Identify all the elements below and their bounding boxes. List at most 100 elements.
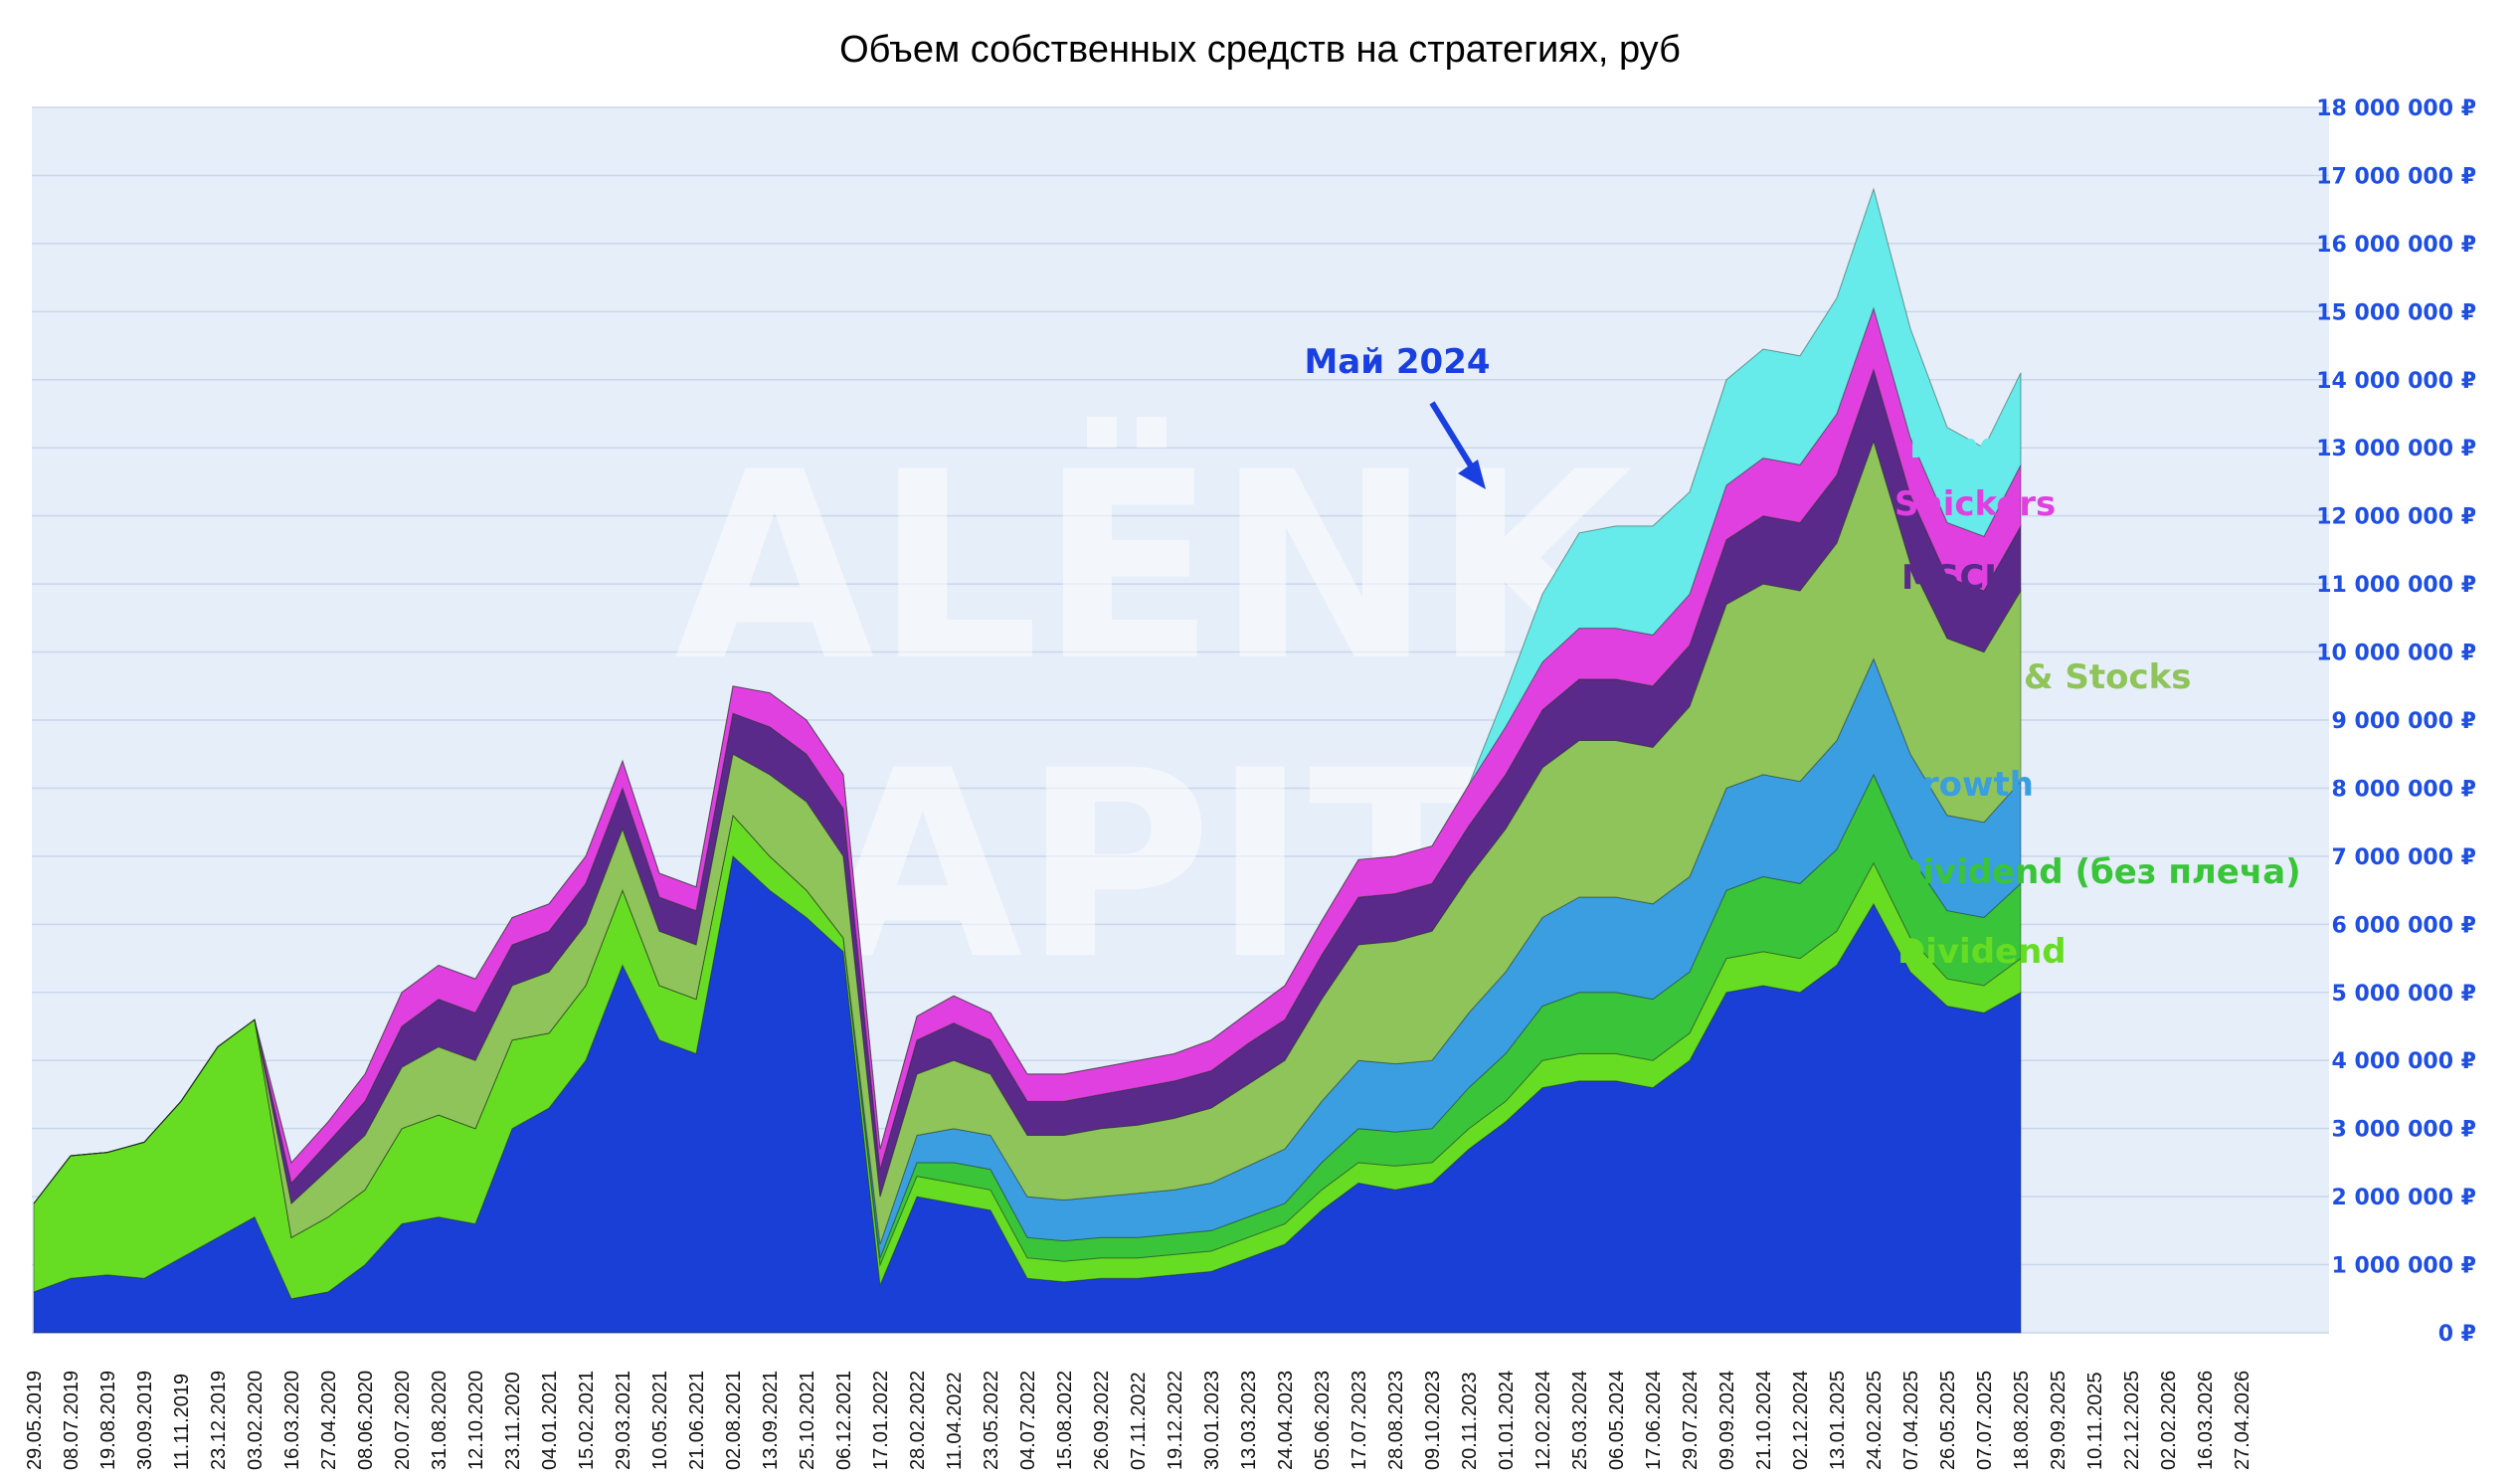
annotation: Май 2024: [1304, 342, 1491, 489]
y-tick-label: 14 000 000 ₽: [2316, 369, 2476, 394]
x-tick-label: 02.12.2024: [1790, 1371, 1812, 1470]
x-tick-label: 28.02.2022: [907, 1371, 929, 1470]
x-tick-label: 19.12.2022: [1165, 1371, 1186, 1470]
x-tick-label: 30.09.2019: [134, 1371, 156, 1470]
x-tick-label: 01.01.2024: [1496, 1371, 1518, 1470]
x-tick-label: 12.02.2024: [1532, 1371, 1554, 1470]
x-tick-label: 23.05.2022: [981, 1371, 1002, 1470]
x-tick-label: 16.03.2026: [2195, 1371, 2217, 1470]
legend-entry: Fund: [1909, 427, 2003, 466]
x-tick-label: 17.06.2024: [1643, 1371, 1665, 1470]
x-tick-label: 08.07.2019: [61, 1371, 83, 1470]
x-tick-label: 07.04.2025: [1900, 1371, 1922, 1470]
annotation-arrow-head: [1458, 460, 1486, 489]
series-area-fund: [33, 187, 2022, 1204]
x-tick-label: 29.09.2025: [2048, 1371, 2070, 1470]
x-tick-label: 23.12.2019: [208, 1371, 230, 1470]
x-tick-label: 03.02.2020: [245, 1371, 267, 1470]
y-tick-label: 12 000 000 ₽: [2316, 505, 2476, 530]
x-tick-label: 20.07.2020: [392, 1371, 414, 1470]
x-tick-label: 13.03.2023: [1238, 1371, 1260, 1470]
series-area-growth: [33, 657, 2022, 1258]
y-tick-label: 10 000 000 ₽: [2316, 642, 2476, 666]
y-tick-label: 8 000 000 ₽: [2332, 777, 2476, 802]
x-tick-label: 07.11.2022: [1128, 1372, 1150, 1470]
legend-entry: Value: [1904, 1093, 2010, 1133]
y-tick-label: 18 000 000 ₽: [2316, 96, 2476, 121]
x-tick-label: 29.05.2019: [24, 1371, 46, 1470]
series-area-bonds-stocks: [33, 439, 2022, 1245]
x-tick-label: 22.12.2025: [2121, 1371, 2143, 1470]
x-tick-label: 13.09.2021: [760, 1371, 782, 1470]
x-axis-ticks: 29.05.2019 08.07.2019 19.08.2019 30.09.2019…: [24, 1371, 2253, 1470]
x-tick-label: 26.05.2025: [1937, 1371, 1959, 1470]
legend-entry: Snickers: [1894, 484, 2056, 524]
x-tick-label: 02.02.2026: [2158, 1371, 2180, 1470]
y-tick-label: 1 000 000 ₽: [2332, 1254, 2476, 1279]
x-tick-label: 24.02.2025: [1864, 1371, 1886, 1470]
x-tick-label: 10.05.2021: [649, 1371, 671, 1470]
x-tick-label: 24.04.2023: [1275, 1371, 1297, 1470]
x-tick-label: 21.06.2021: [686, 1371, 708, 1470]
x-tick-label: 30.01.2023: [1201, 1371, 1223, 1470]
watermark-line-1: ALËNK: [674, 414, 1642, 718]
legend-entry: Bonds & Stocks: [1894, 657, 2191, 697]
legend-entry: Dividend: [1897, 932, 2067, 972]
x-tick-label: 20.11.2023: [1459, 1372, 1481, 1470]
x-tick-label: 15.08.2022: [1054, 1371, 1076, 1470]
y-tick-label: 16 000 000 ₽: [2316, 233, 2476, 258]
x-tick-label: 23.11.2020: [502, 1372, 524, 1470]
x-tick-label: 28.08.2023: [1385, 1371, 1407, 1470]
chart-title: Объем собственных средств на стратегиях,…: [839, 29, 1681, 71]
x-tick-label: 11.11.2019: [171, 1374, 193, 1470]
x-tick-label: 27.04.2020: [318, 1371, 340, 1470]
x-tick-label: 29.03.2021: [613, 1371, 634, 1470]
watermark: ALËNK APIT: [674, 414, 1642, 1016]
x-tick-label: 17.07.2023: [1349, 1371, 1370, 1470]
series-area-msci: [33, 367, 2022, 1204]
y-tick-label: 2 000 000 ₽: [2332, 1186, 2476, 1210]
x-tick-label: 08.06.2020: [355, 1371, 377, 1470]
x-tick-label: 02.08.2021: [723, 1371, 745, 1470]
x-tick-label: 25.10.2021: [797, 1371, 818, 1470]
x-tick-label: 31.08.2020: [429, 1371, 450, 1470]
x-tick-label: 25.03.2024: [1569, 1371, 1591, 1470]
x-tick-label: 16.03.2020: [281, 1371, 303, 1470]
x-tick-label: 09.10.2023: [1422, 1371, 1444, 1470]
y-tick-label: 9 000 000 ₽: [2332, 709, 2476, 734]
x-tick-label: 05.06.2023: [1312, 1371, 1334, 1470]
x-tick-label: 11.04.2022: [944, 1372, 966, 1470]
x-tick-label: 15.02.2021: [576, 1371, 598, 1470]
y-tick-label: 13 000 000 ₽: [2316, 437, 2476, 462]
series-area-dividend-без-плеча: [33, 773, 2022, 1267]
x-tick-label: 09.09.2024: [1716, 1371, 1738, 1470]
y-tick-label: 4 000 000 ₽: [2332, 1049, 2476, 1074]
x-tick-label: 06.05.2024: [1606, 1371, 1628, 1470]
y-tick-label: 0 ₽: [2438, 1322, 2476, 1347]
x-tick-label: 27.04.2026: [2232, 1371, 2253, 1470]
x-tick-label: 04.01.2021: [539, 1371, 561, 1470]
x-tick-label: 19.08.2019: [97, 1371, 119, 1470]
x-tick-label: 13.01.2025: [1827, 1371, 1849, 1470]
legend-entry: Growth: [1894, 765, 2034, 805]
x-tick-label: 10.11.2025: [2084, 1372, 2106, 1470]
y-tick-label: 6 000 000 ₽: [2332, 913, 2476, 938]
x-tick-label: 29.07.2024: [1680, 1371, 1702, 1470]
annotation-arrow-shaft: [1429, 401, 1480, 477]
x-tick-label: 21.10.2024: [1753, 1371, 1775, 1470]
series-areas: [33, 187, 2022, 1334]
series-area-snickers: [33, 306, 2022, 1204]
y-tick-label: 15 000 000 ₽: [2316, 300, 2476, 325]
legend-entry: MSCI: [1901, 558, 1997, 598]
y-tick-label: 3 000 000 ₽: [2332, 1118, 2476, 1143]
x-tick-label: 07.07.2025: [1974, 1371, 1996, 1470]
y-tick-label: 5 000 000 ₽: [2332, 982, 2476, 1007]
x-tick-label: 12.10.2020: [465, 1371, 487, 1470]
x-tick-label: 17.01.2022: [870, 1371, 892, 1470]
x-tick-label: 26.09.2022: [1091, 1371, 1113, 1470]
annotation-label: Май 2024: [1304, 342, 1490, 382]
x-tick-label: 04.07.2022: [1017, 1371, 1039, 1470]
y-tick-label: 17 000 000 ₽: [2316, 164, 2476, 189]
y-tick-label: 11 000 000 ₽: [2316, 573, 2476, 598]
x-tick-label: 06.12.2021: [833, 1371, 855, 1470]
